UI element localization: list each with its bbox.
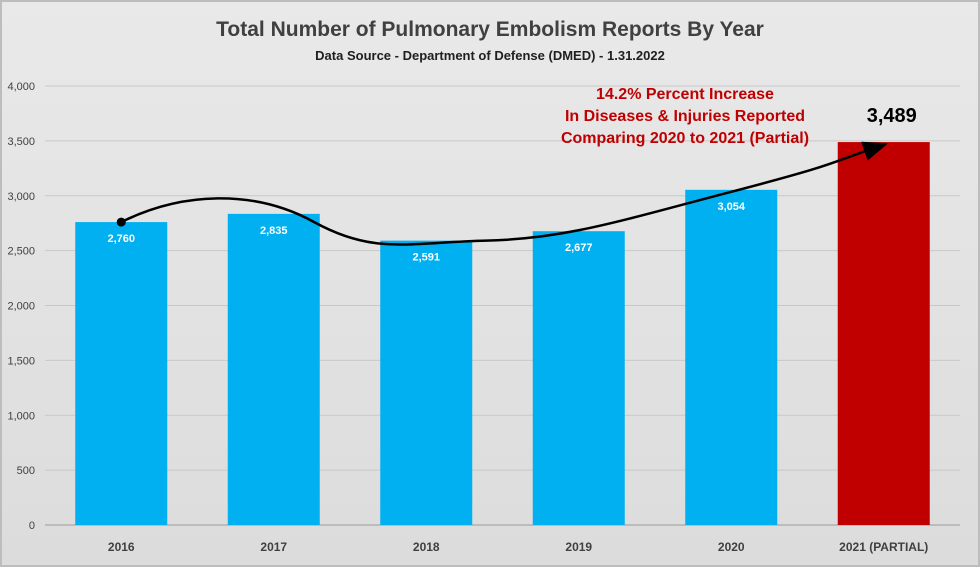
- bar: [227, 213, 320, 525]
- x-tick-label: 2017: [260, 540, 287, 554]
- y-tick-label: 2,500: [7, 246, 35, 258]
- annotation-line-1: 14.2% Percent Increase: [596, 86, 774, 103]
- y-tick-label: 0: [29, 520, 35, 532]
- annotation-line-2: In Diseases & Injuries Reported: [564, 108, 806, 125]
- data-label: 2,835: [260, 225, 288, 237]
- trend-start-dot: [116, 217, 126, 227]
- x-tick-label: 2016: [108, 540, 135, 554]
- y-tick-label: 3,000: [7, 191, 35, 203]
- x-tick-label: 2018: [413, 540, 440, 554]
- increase-annotation: 14.2% Percent Increase In Diseases & Inj…: [520, 84, 850, 150]
- trend-arrow: [120, 141, 889, 246]
- x-tick-label: 2021 (PARTIAL): [839, 540, 928, 554]
- bar: [380, 240, 473, 525]
- data-label: 3,054: [717, 201, 745, 213]
- bar: [837, 142, 930, 525]
- bar: [532, 231, 625, 525]
- chart-title: Total Number of Pulmonary Embolism Repor…: [216, 18, 764, 41]
- data-label: 2,591: [412, 252, 440, 264]
- annotation-line-3: Comparing 2020 to 2021 (Partial): [560, 130, 810, 147]
- x-tick-label: 2019: [565, 540, 592, 554]
- chart-subtitle: Data Source - Department of Defense (DME…: [315, 48, 665, 63]
- y-tick-label: 1,500: [7, 355, 35, 367]
- y-tick-label: 4,000: [7, 81, 35, 93]
- x-tick-label: 2020: [718, 540, 745, 554]
- data-label: 2,760: [107, 233, 135, 245]
- data-label: 3,489: [867, 105, 917, 127]
- y-tick-label: 1,000: [7, 410, 35, 422]
- bar: [75, 222, 168, 525]
- data-label: 2,677: [565, 242, 593, 254]
- bar: [685, 189, 778, 526]
- y-tick-label: 500: [17, 465, 35, 477]
- y-tick-label: 2,000: [7, 301, 35, 313]
- y-tick-label: 3,500: [7, 136, 35, 148]
